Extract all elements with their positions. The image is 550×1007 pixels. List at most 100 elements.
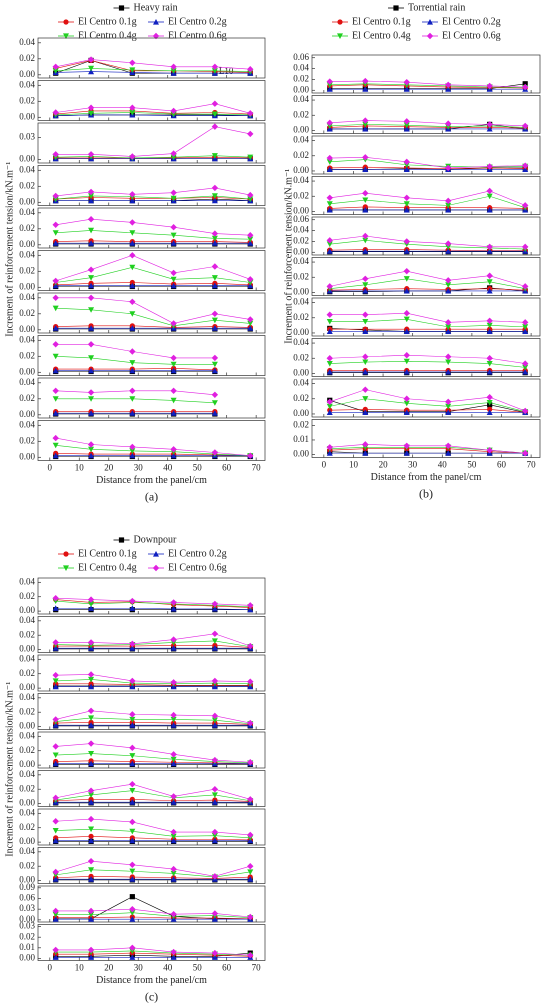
data-point bbox=[247, 642, 254, 650]
data-point bbox=[486, 248, 493, 254]
data-point bbox=[52, 794, 59, 802]
data-point bbox=[403, 201, 410, 207]
legend-marker bbox=[152, 564, 160, 572]
data-point bbox=[129, 861, 136, 868]
y-tick-label: 0.04 bbox=[19, 334, 35, 344]
series-line bbox=[329, 190, 526, 206]
series-line bbox=[329, 124, 526, 130]
data-point bbox=[211, 100, 219, 107]
data-point bbox=[88, 826, 95, 833]
data-point bbox=[445, 287, 452, 294]
data-point bbox=[88, 325, 95, 331]
data-point bbox=[129, 279, 135, 286]
data-point bbox=[211, 683, 218, 690]
data-point bbox=[170, 387, 177, 394]
data-point bbox=[403, 86, 410, 92]
data-point bbox=[87, 787, 95, 794]
data-point bbox=[170, 751, 177, 758]
panel-frame bbox=[37, 616, 266, 653]
caption: (c) bbox=[145, 989, 158, 1003]
data-point bbox=[326, 119, 333, 127]
data-point bbox=[170, 599, 177, 606]
data-point bbox=[129, 59, 136, 66]
y-tick-label: 0.04 bbox=[19, 377, 35, 387]
data-point bbox=[247, 952, 254, 959]
data-point bbox=[211, 400, 218, 406]
data-point bbox=[52, 916, 59, 922]
data-point bbox=[445, 328, 452, 335]
y-tick-label: 0.00 bbox=[19, 759, 35, 769]
data-point bbox=[247, 678, 254, 685]
data-point bbox=[87, 389, 95, 396]
x-tick-label: 40 bbox=[163, 463, 173, 473]
data-point bbox=[87, 188, 95, 196]
data-point bbox=[445, 368, 452, 375]
data-point bbox=[129, 799, 136, 805]
legend-marker bbox=[427, 19, 433, 25]
panel-frame bbox=[37, 122, 266, 164]
data-point bbox=[211, 275, 218, 281]
y-tick-label: 0.00 bbox=[19, 451, 35, 461]
data-point bbox=[362, 77, 369, 85]
series-line bbox=[55, 640, 251, 648]
data-point bbox=[88, 916, 95, 922]
series-line bbox=[329, 124, 526, 128]
y-tick-label: 0.01 bbox=[293, 434, 309, 444]
legend-marker bbox=[63, 33, 69, 39]
data-point bbox=[87, 266, 95, 273]
data-point bbox=[129, 282, 136, 289]
data-point bbox=[403, 358, 410, 365]
data-point bbox=[52, 946, 59, 954]
series-line bbox=[55, 743, 251, 763]
data-point bbox=[129, 868, 136, 875]
series-line bbox=[55, 950, 251, 956]
series-line bbox=[329, 156, 526, 169]
series-line bbox=[329, 240, 526, 250]
data-point bbox=[211, 712, 219, 720]
data-point bbox=[487, 406, 493, 412]
series-line bbox=[329, 249, 526, 251]
data-point bbox=[445, 359, 452, 366]
data-point bbox=[170, 240, 177, 246]
data-point bbox=[52, 683, 59, 690]
y-tick-label: 0.00 bbox=[19, 69, 35, 79]
data-point bbox=[362, 190, 369, 197]
data-point bbox=[362, 318, 369, 325]
data-point bbox=[52, 277, 59, 285]
series-line bbox=[55, 254, 251, 282]
data-point bbox=[211, 833, 218, 839]
data-point bbox=[170, 452, 177, 459]
data-point bbox=[87, 596, 95, 603]
panel-frame bbox=[37, 377, 266, 419]
data-point bbox=[52, 396, 59, 402]
data-point bbox=[247, 196, 254, 203]
y-tick-label: 0.00 bbox=[19, 196, 35, 206]
panel-frame bbox=[37, 37, 266, 79]
data-point bbox=[326, 248, 333, 254]
data-point bbox=[87, 639, 95, 646]
legend-label: El Centro 0.2g bbox=[168, 548, 227, 559]
data-point bbox=[326, 237, 333, 244]
x-tick-label: 60 bbox=[222, 463, 232, 473]
data-point bbox=[170, 232, 177, 239]
data-point bbox=[52, 954, 59, 960]
data-point bbox=[88, 275, 95, 281]
y-tick-label: 0.02 bbox=[19, 745, 35, 755]
data-point bbox=[52, 907, 59, 915]
series-line bbox=[329, 270, 526, 287]
series-line bbox=[55, 674, 251, 683]
y-tick-label: 0.00 bbox=[293, 165, 309, 175]
data-point bbox=[88, 867, 95, 873]
series-line bbox=[329, 328, 526, 332]
data-point bbox=[52, 442, 59, 449]
data-point bbox=[170, 876, 177, 882]
series-line bbox=[329, 120, 526, 127]
y-tick-label: 0.02 bbox=[293, 271, 309, 281]
y-axis-label: Increment of reinforcement tension/kN.m⁻… bbox=[4, 682, 15, 857]
data-point bbox=[326, 368, 333, 375]
data-point bbox=[129, 264, 136, 271]
series-line bbox=[55, 683, 251, 686]
series-line bbox=[329, 125, 526, 129]
legend-marker bbox=[153, 19, 159, 25]
data-point bbox=[403, 122, 410, 129]
